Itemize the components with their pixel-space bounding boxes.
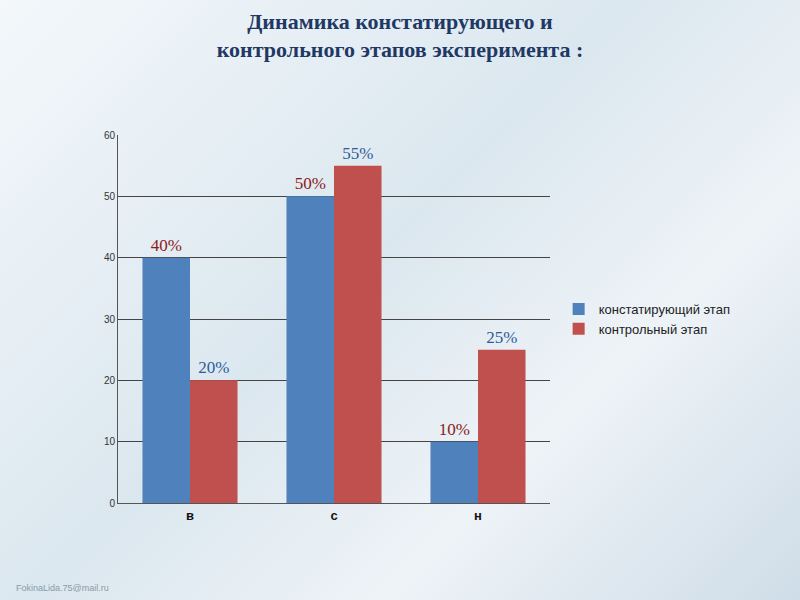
svg-text:50: 50 xyxy=(104,191,116,202)
svg-text:0: 0 xyxy=(109,498,115,509)
svg-text:55%: 55% xyxy=(342,144,373,163)
svg-text:30: 30 xyxy=(104,314,116,325)
svg-text:в: в xyxy=(186,508,194,523)
svg-text:10: 10 xyxy=(104,436,116,447)
svg-text:Динамика констатирующего иконт: Динамика констатирующего иконтрольного э… xyxy=(217,9,584,63)
svg-text:контрольный этап: контрольный этап xyxy=(599,322,708,337)
svg-text:20: 20 xyxy=(104,375,116,386)
svg-text:60: 60 xyxy=(104,130,116,141)
svg-text:констатирующий этап: констатирующий этап xyxy=(599,302,730,317)
svg-text:с: с xyxy=(330,508,337,523)
svg-text:40: 40 xyxy=(104,252,116,263)
svg-text:40%: 40% xyxy=(151,236,182,255)
svg-text:25%: 25% xyxy=(486,328,517,347)
svg-text:50%: 50% xyxy=(295,174,326,193)
svg-text:10%: 10% xyxy=(439,420,470,439)
svg-text:н: н xyxy=(474,508,482,523)
svg-text:20%: 20% xyxy=(198,358,229,377)
svg-text:FokinaLida.75@mail.ru: FokinaLida.75@mail.ru xyxy=(16,583,109,593)
